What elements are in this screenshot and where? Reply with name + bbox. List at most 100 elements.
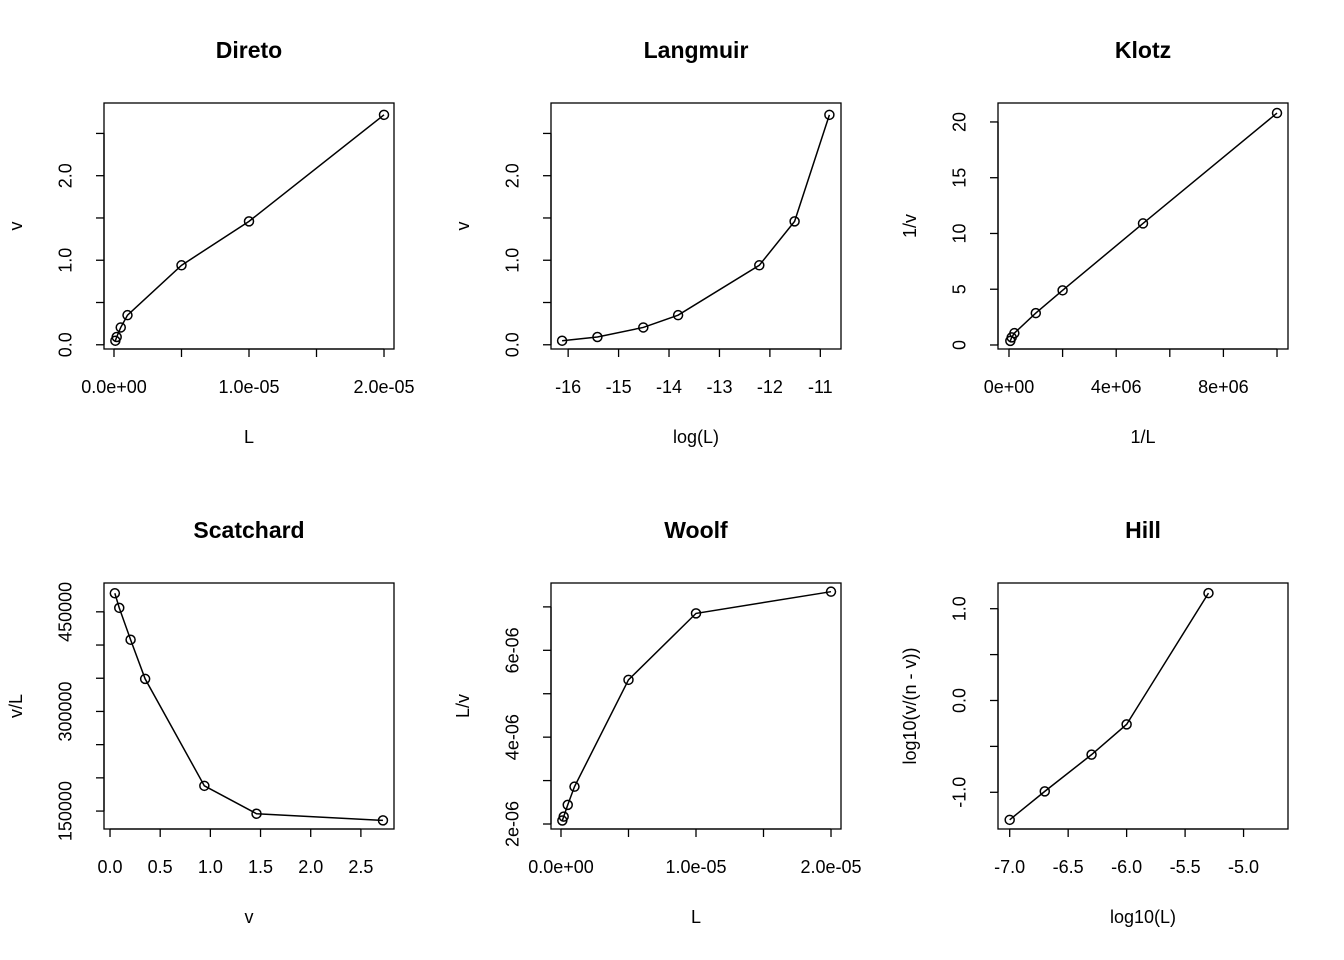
point — [115, 322, 126, 333]
y-tick-label: 0.0 — [503, 332, 523, 357]
y-tick-label: 0.0 — [950, 688, 970, 713]
point — [789, 216, 800, 227]
series-line — [561, 590, 832, 821]
series-line — [114, 114, 385, 341]
y-tick-label: 10 — [950, 223, 970, 243]
point — [176, 260, 187, 271]
panel: Woolf L L/v 0.0e+00 1.0e-05 2.0e-05 2e-06 4e-06… — [453, 517, 862, 927]
y-tick-label: 0 — [950, 340, 970, 350]
y-tick-label: 450000 — [56, 582, 76, 642]
point — [1030, 307, 1042, 319]
x-tick-label: 1.0e-05 — [665, 857, 726, 877]
series-line — [562, 114, 831, 342]
series-line — [114, 593, 384, 822]
x-tick-label: 2.5 — [348, 857, 373, 877]
x-tick-label: 0.0 — [98, 857, 123, 877]
x-tick-label: 1.0e-05 — [218, 377, 279, 397]
point — [623, 674, 634, 686]
plot-box — [103, 582, 395, 830]
point — [825, 586, 837, 597]
y-tick-label: 1.0 — [56, 248, 76, 273]
panel: Langmuir log(L) v -16 -15 -14 -13 -12 -11 0.0 1.0 2… — [453, 37, 842, 447]
x-tick-label: 0.5 — [148, 857, 173, 877]
point — [754, 260, 765, 271]
x-axis-label: log(L) — [673, 427, 719, 447]
point — [556, 335, 568, 346]
point — [1005, 335, 1016, 347]
panel-title: Langmuir — [644, 37, 749, 63]
panel: Direto Lv 0.0e+00 1.0e-05 2.0e-05 0.0 1.0 2.0 — [6, 37, 415, 447]
panel: Scatchard v v/L 0.0 0.5 1.0 1.5 2.0 2.5 150000 300… — [6, 517, 395, 927]
point — [1086, 749, 1097, 760]
y-tick-label: 1.0 — [503, 248, 523, 273]
panel-title: Klotz — [1115, 37, 1171, 63]
point — [139, 673, 151, 685]
point — [569, 781, 580, 792]
series-line — [1009, 112, 1278, 342]
y-tick-label: 4e-06 — [503, 714, 523, 760]
x-tick-label: 2.0e-05 — [353, 377, 414, 397]
point — [1121, 719, 1132, 730]
x-tick-label: -5.5 — [1170, 857, 1201, 877]
y-axis-label: log10(v/(n - v)) — [900, 647, 920, 764]
y-tick-label: 1.0 — [950, 596, 970, 621]
point — [1057, 285, 1068, 296]
x-tick-label: -12 — [757, 377, 783, 397]
x-tick-label: 1.5 — [248, 857, 273, 877]
x-tick-label: 0e+00 — [984, 377, 1035, 397]
panel-title: Scatchard — [193, 517, 304, 543]
x-tick-label: -16 — [555, 377, 581, 397]
x-tick-label: 8e+06 — [1198, 377, 1249, 397]
x-tick-label: -5.0 — [1228, 857, 1259, 877]
y-axis-label: 1/v — [900, 214, 920, 238]
panel: Hill log10(L) log10(v/(n - v)) -7.0 -6.5 -6.0… — [900, 517, 1289, 927]
series-line — [1009, 592, 1210, 821]
y-tick-label: 150000 — [56, 781, 76, 841]
point — [1039, 786, 1051, 797]
point — [378, 109, 390, 121]
y-axis-label: v — [6, 222, 26, 231]
panel-title: Direto — [216, 37, 282, 63]
point — [690, 608, 702, 619]
plot-box — [997, 582, 1289, 830]
point — [824, 109, 835, 121]
panel-title: Hill — [1125, 517, 1161, 543]
panel-title: Woolf — [664, 517, 728, 543]
point — [251, 808, 262, 819]
point — [199, 780, 210, 792]
x-axis-label: L — [244, 427, 254, 447]
y-tick-label: 20 — [950, 112, 970, 132]
x-tick-label: 0.0e+00 — [81, 377, 147, 397]
point — [243, 216, 255, 227]
x-axis-label: v — [245, 907, 254, 927]
point — [109, 587, 121, 599]
y-tick-label: 2.0 — [56, 163, 76, 188]
y-tick-label: 15 — [950, 168, 970, 188]
x-tick-label: -15 — [606, 377, 632, 397]
y-tick-label: -1.0 — [950, 777, 970, 808]
point — [638, 322, 649, 333]
plot-box — [550, 582, 842, 830]
y-axis-label: L/v — [453, 694, 473, 718]
x-tick-label: -6.0 — [1111, 857, 1142, 877]
point — [1004, 814, 1015, 826]
x-tick-label: 2.0e-05 — [800, 857, 861, 877]
y-tick-label: 0.0 — [56, 332, 76, 357]
x-axis-label: 1/L — [1130, 427, 1155, 447]
point — [377, 815, 389, 826]
y-tick-label: 6e-06 — [503, 627, 523, 673]
y-tick-label: 300000 — [56, 681, 76, 741]
y-tick-label: 5 — [950, 284, 970, 294]
point — [114, 602, 125, 614]
point — [562, 799, 573, 811]
point — [558, 811, 569, 822]
x-axis-label: L — [691, 907, 701, 927]
point — [592, 331, 603, 343]
x-tick-label: -11 — [808, 377, 833, 397]
x-tick-label: 4e+06 — [1091, 377, 1142, 397]
point — [1271, 107, 1283, 119]
x-tick-label: 0.0e+00 — [528, 857, 594, 877]
x-tick-label: -14 — [656, 377, 682, 397]
x-tick-label: -6.5 — [1053, 857, 1084, 877]
